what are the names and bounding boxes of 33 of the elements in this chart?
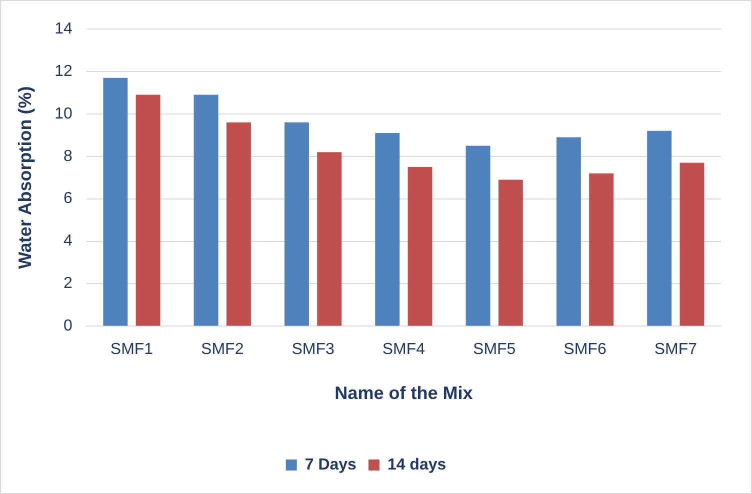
legend-label: 14 days	[387, 456, 446, 474]
legend-label: 7 Days	[304, 456, 357, 474]
y-tick-label: 8	[63, 148, 72, 165]
bar	[317, 152, 342, 326]
x-tick-label: SMF7	[654, 341, 698, 358]
bar	[680, 162, 704, 326]
x-tick-label: SMF1	[110, 341, 154, 358]
bar	[556, 137, 581, 326]
x-tick-label: SMF4	[382, 341, 426, 358]
y-tick-label: 0	[63, 318, 72, 335]
x-axis-title: Name of the Mix	[334, 383, 473, 404]
bar	[284, 122, 309, 326]
y-tick-label: 14	[54, 20, 72, 38]
y-tick-label: 12	[54, 62, 72, 80]
bar	[466, 146, 490, 326]
y-tick-label: 10	[54, 105, 72, 122]
bar	[589, 173, 614, 326]
x-tick-label: SMF3	[292, 341, 334, 358]
y-tick-label: 6	[63, 190, 72, 208]
bar	[498, 180, 523, 326]
x-tick-label: SMF2	[201, 341, 244, 358]
bar	[408, 166, 432, 326]
bar	[226, 122, 251, 326]
y-tick-label: 4	[63, 232, 72, 250]
x-tick-label: SMF5	[473, 341, 516, 358]
bar	[194, 94, 218, 326]
y-axis-title: Water Absorption (%)	[14, 86, 35, 269]
bar	[375, 133, 400, 326]
x-tick-label: SMF6	[564, 341, 606, 358]
bar	[647, 130, 672, 326]
bar	[136, 94, 160, 326]
y-tick-label: 2	[63, 275, 72, 292]
bar	[103, 78, 128, 326]
